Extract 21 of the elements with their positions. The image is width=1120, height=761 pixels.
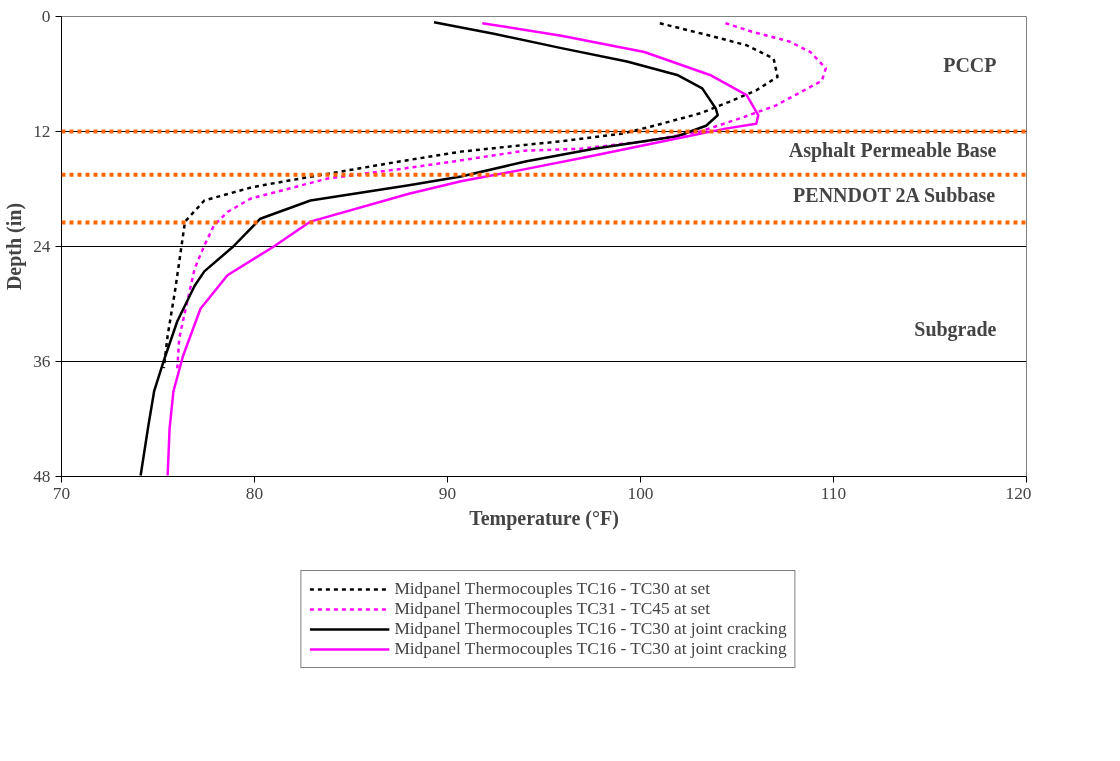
y-axis-title: Depth (in) <box>3 202 27 291</box>
x-tick-label: 120 <box>1005 483 1032 503</box>
legend-label: Midpanel Thermocouples TC16 - TC30 at joint cracking <box>394 638 787 659</box>
y-tick-label: 0 <box>41 7 51 26</box>
y-tick-label: 12 <box>33 122 51 141</box>
annotation: Asphalt Permeable Base <box>788 138 997 162</box>
legend-label: Midpanel Thermocouples TC31 - TC45 at set <box>394 598 711 619</box>
y-tick-label: 24 <box>33 237 51 256</box>
x-tick-label: 100 <box>627 483 654 503</box>
annotation: PCCP <box>943 53 997 76</box>
y-tick-label: 36 <box>33 352 51 371</box>
legend-label: Midpanel Thermocouples TC16 - TC30 at joint cracking <box>394 618 787 639</box>
x-tick-label: 80 <box>245 483 264 503</box>
x-tick-label: 90 <box>438 483 457 503</box>
annotation: PENNDOT 2A Subbase <box>793 183 996 206</box>
x-tick-label: 70 <box>52 483 71 503</box>
annotation: Subgrade <box>914 318 997 342</box>
legend-label: Midpanel Thermocouples TC16 - TC30 at set <box>394 578 711 599</box>
x-axis-title: Temperature (°F) <box>469 506 619 530</box>
x-tick-label: 110 <box>820 483 847 503</box>
y-tick-label: 48 <box>33 467 51 486</box>
